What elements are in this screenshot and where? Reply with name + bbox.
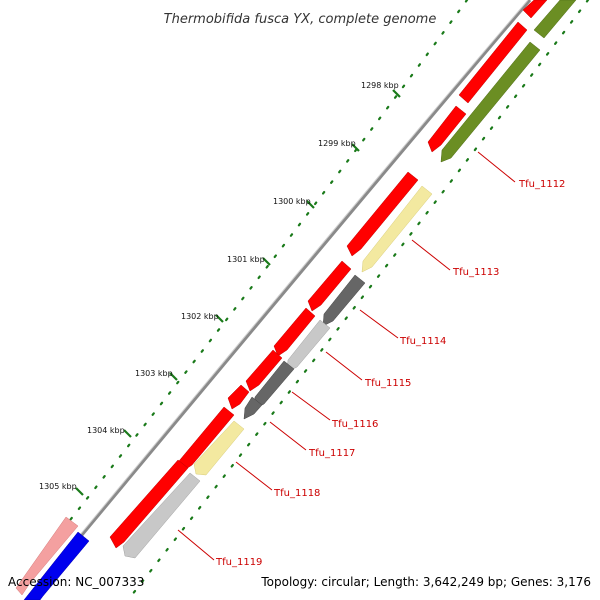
- cds-feature: [109, 459, 189, 549]
- gene-label: Tfu_1119: [215, 557, 262, 568]
- olive-feature: [533, 0, 577, 39]
- major-tick: [351, 143, 360, 152]
- tick-label: 1302 kbp: [181, 312, 219, 321]
- tick-label: 1304 kbp: [87, 426, 125, 435]
- pink-feature: [15, 516, 79, 596]
- cds-feature: [458, 21, 528, 104]
- cds-feature: [227, 384, 250, 410]
- gene-labels: Tfu_1112 Tfu_1113 Tfu_1114 Tfu_1115 Tfu_…: [215, 179, 565, 568]
- lower-left-features: [15, 516, 90, 600]
- callout-line: [359, 309, 399, 339]
- feature-track-two: [122, 0, 577, 559]
- major-tick: [215, 314, 224, 323]
- backbone: [25, 0, 532, 600]
- tick-label: 1299 kbp: [318, 139, 356, 148]
- major-tick: [75, 487, 84, 496]
- callout-line: [477, 151, 516, 183]
- cds-feature: [307, 260, 352, 312]
- gene-label: Tfu_1112: [518, 179, 565, 190]
- callout-line: [291, 391, 331, 421]
- major-tick: [392, 89, 401, 98]
- cds-feature: [522, 0, 548, 19]
- gene-label: Tfu_1113: [452, 267, 499, 278]
- tick-label: 1301 kbp: [227, 255, 265, 264]
- gene-label: Tfu_1114: [399, 336, 446, 347]
- gene-label: Tfu_1118: [273, 488, 320, 499]
- map-title: Thermobifida fusca YX, complete genome: [164, 12, 437, 27]
- yellow-feature: [193, 420, 245, 476]
- major-tick: [306, 200, 315, 209]
- tick-label: 1298 kbp: [361, 81, 399, 90]
- darkgray-feature: [243, 396, 263, 420]
- callout-line: [235, 461, 273, 491]
- callout-line: [325, 351, 363, 381]
- major-tick: [262, 257, 271, 266]
- major-tick: [123, 429, 132, 438]
- outer-dotted-track: [16, 0, 469, 588]
- cds-feature: [245, 349, 283, 392]
- blue-feature: [23, 531, 90, 600]
- tick-label: 1303 kbp: [135, 369, 173, 378]
- genome-summary-text: Topology: circular; Length: 3,642,249 bp…: [260, 575, 591, 589]
- gene-label: Tfu_1117: [308, 448, 355, 459]
- callout-line: [269, 421, 307, 451]
- backbone-arc: [26, 0, 532, 600]
- olive-feature: [440, 41, 541, 163]
- cds-feature: [427, 105, 467, 153]
- cds-forward-track: [109, 0, 548, 549]
- gene-callout-lines: [177, 151, 516, 561]
- tick-label: 1305 kbp: [39, 482, 77, 491]
- gray-feature: [122, 472, 201, 559]
- callout-line: [177, 529, 215, 561]
- accession-text: Accession: NC_007333: [8, 575, 144, 589]
- callout-line: [411, 239, 451, 271]
- backbone-highlight: [25, 0, 529, 600]
- tick-labels: 1298 kbp 1299 kbp 1300 kbp 1301 kbp 1302…: [39, 81, 399, 491]
- outer-tick-ring: [16, 0, 469, 588]
- gene-label: Tfu_1116: [331, 419, 378, 430]
- tick-label: 1300 kbp: [273, 197, 311, 206]
- darkgray-feature: [322, 274, 366, 327]
- major-tick: [169, 372, 178, 381]
- cds-feature: [346, 171, 419, 257]
- gene-label: Tfu_1115: [364, 378, 411, 389]
- cds-feature: [273, 307, 316, 357]
- inner-dotted-track: [126, 0, 590, 600]
- yellow-feature: [361, 185, 433, 273]
